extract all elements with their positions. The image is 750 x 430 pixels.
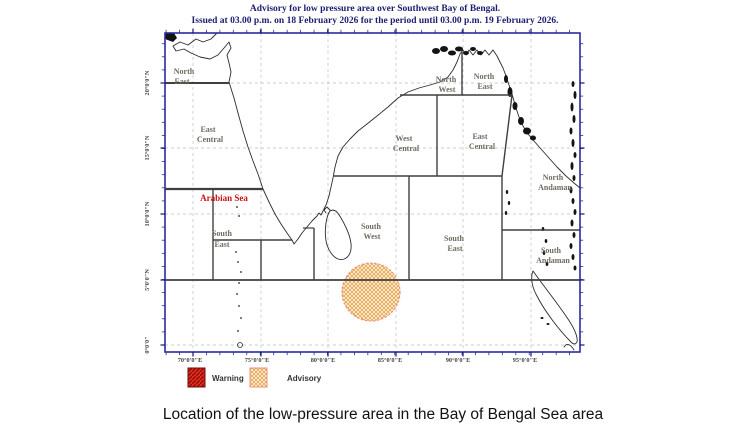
- x-axis-labels: 70°0'0"E 75°0'0"E 80°0'0"E 85°0'0"E 90°0…: [178, 357, 538, 364]
- advisory-area-circle: [341, 262, 401, 322]
- advisory-legend-label: Advisory: [287, 374, 322, 383]
- zone-bay-south-west: South: [361, 222, 382, 231]
- zone-bay-north-east: North: [474, 72, 495, 81]
- y-tick-10N: 10°0'0"N: [144, 201, 151, 226]
- figure-caption: Location of the low-pressure area in the…: [163, 406, 604, 423]
- svg-text:West: West: [364, 232, 381, 241]
- map-frame: [164, 32, 581, 353]
- warning-swatch: [187, 367, 206, 388]
- zone-arabian-sea: Arabian Sea: [200, 193, 248, 203]
- y-axis-labels: 20°0'0"N 15°0'0"N 10°0'0"N 5°0'0"N 0°0'0…: [144, 70, 151, 354]
- northwest-corner-land: [165, 33, 177, 42]
- zone-bay-north-west: North: [436, 75, 457, 84]
- zone-labels: North East East Central Arabian Sea Sout…: [174, 67, 573, 265]
- legend: Warning Advisory: [187, 367, 322, 388]
- x-tick-70E: 70°0'0"E: [178, 357, 203, 364]
- zone-south-andaman: South: [541, 246, 562, 255]
- svg-text:Andaman: Andaman: [538, 183, 572, 192]
- zone-arabian-south-east: South: [212, 229, 233, 238]
- warning-legend-label: Warning: [212, 374, 244, 383]
- zone-arabian-north-east: North: [174, 67, 195, 76]
- x-tick-85E: 85°0'0"E: [378, 357, 403, 364]
- y-tick-15N: 15°0'0"N: [144, 135, 151, 160]
- x-tick-95E: 95°0'0"E: [513, 357, 538, 364]
- zone-bay-south-east: South: [444, 234, 465, 243]
- coastlines: [165, 32, 581, 351]
- svg-text:East: East: [214, 240, 229, 249]
- sri-lanka-coastline: [323, 206, 352, 261]
- svg-text:West: West: [439, 85, 456, 94]
- x-tick-75E: 75°0'0"E: [245, 357, 270, 364]
- svg-text:East: East: [477, 82, 492, 91]
- india-coastline: [172, 32, 581, 245]
- y-tick-20N: 20°0'0"N: [144, 70, 151, 95]
- zone-north-andaman: North: [543, 173, 564, 182]
- zone-bay-west-central: West: [396, 134, 413, 143]
- andaman-nicobar-islands: [504, 81, 577, 325]
- advisory-title-line1: Advisory for low pressure area over Sout…: [250, 4, 500, 14]
- x-tick-90E: 90°0'0"E: [446, 357, 471, 364]
- svg-text:East: East: [174, 77, 189, 86]
- zone-boundaries: [165, 52, 580, 281]
- svg-text:Central: Central: [469, 142, 496, 151]
- y-tick-0: 0°0'0": [144, 336, 151, 353]
- sumatra-coastline: [531, 270, 578, 351]
- zone-arabian-east-central: East: [200, 125, 215, 134]
- axis-tick-marks: [160, 28, 585, 357]
- svg-text:Andaman: Andaman: [536, 256, 570, 265]
- svg-text:Central: Central: [393, 144, 420, 153]
- advisory-swatch: [249, 367, 268, 388]
- y-tick-5N: 5°0'0"N: [144, 269, 151, 291]
- svg-text:Central: Central: [197, 135, 224, 144]
- advisory-title-line2: Issued at 03.00 p.m. on 18 February 2026…: [192, 16, 559, 26]
- zone-bay-east-central: East: [472, 132, 487, 141]
- lakshadweep-maldives-islands: [235, 206, 243, 348]
- x-tick-80E: 80°0'0"E: [311, 357, 336, 364]
- delta-land-blobs: [432, 46, 536, 141]
- svg-text:East: East: [447, 244, 462, 253]
